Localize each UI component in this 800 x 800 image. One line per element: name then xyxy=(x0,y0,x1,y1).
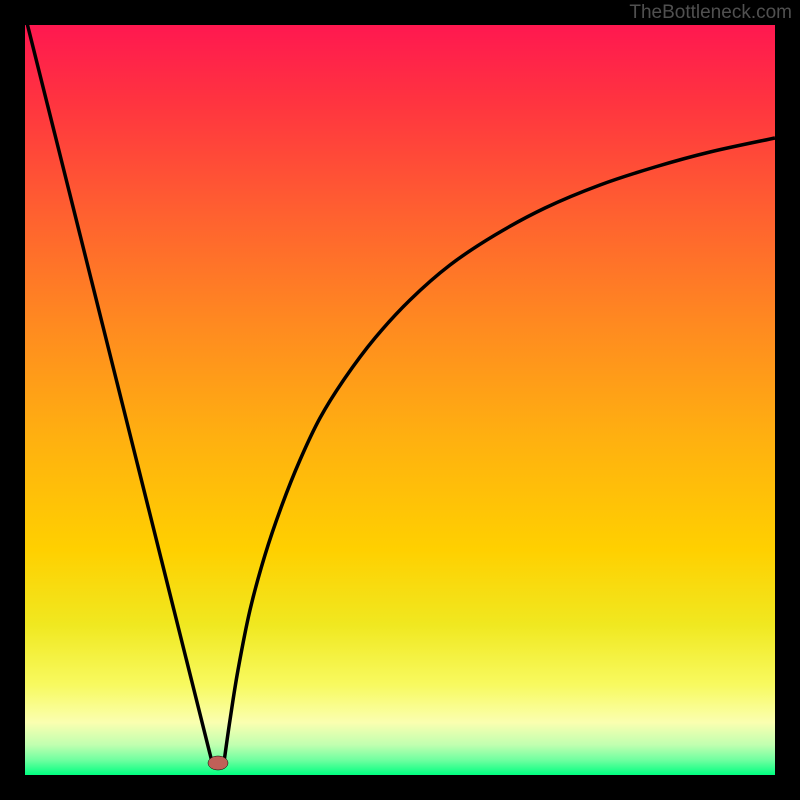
chart-svg xyxy=(0,0,800,800)
optimum-marker xyxy=(208,756,228,770)
chart-container: TheBottleneck.com xyxy=(0,0,800,800)
watermark-text: TheBottleneck.com xyxy=(629,2,792,24)
chart-background xyxy=(25,25,775,775)
